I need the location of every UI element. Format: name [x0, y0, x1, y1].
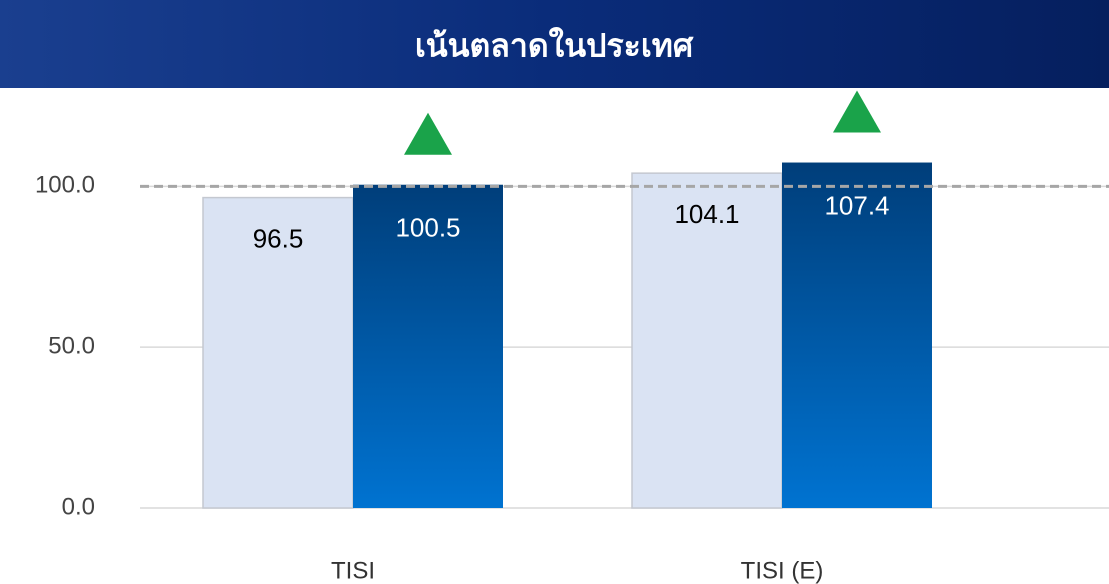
x-tick-label: TISI (E): [741, 557, 824, 584]
bar: [202, 196, 354, 509]
y-tick-label: 0.0: [62, 493, 95, 520]
bar: [782, 162, 932, 508]
bar: [631, 172, 783, 509]
data-label: 107.4: [824, 190, 889, 220]
data-label: 100.5: [395, 213, 460, 243]
y-tick-label: 100.0: [35, 172, 95, 199]
data-label: 96.5: [253, 223, 304, 253]
chart-title: เน้นตลาดในประเทศ: [415, 26, 694, 63]
bar: [353, 184, 503, 508]
y-tick-label: 50.0: [48, 333, 95, 360]
data-label: 104.1: [674, 199, 739, 229]
x-tick-label: TISI: [331, 557, 375, 584]
title-banner: [0, 0, 1109, 88]
up-indicator: [404, 112, 452, 155]
up-indicator: [833, 90, 881, 133]
